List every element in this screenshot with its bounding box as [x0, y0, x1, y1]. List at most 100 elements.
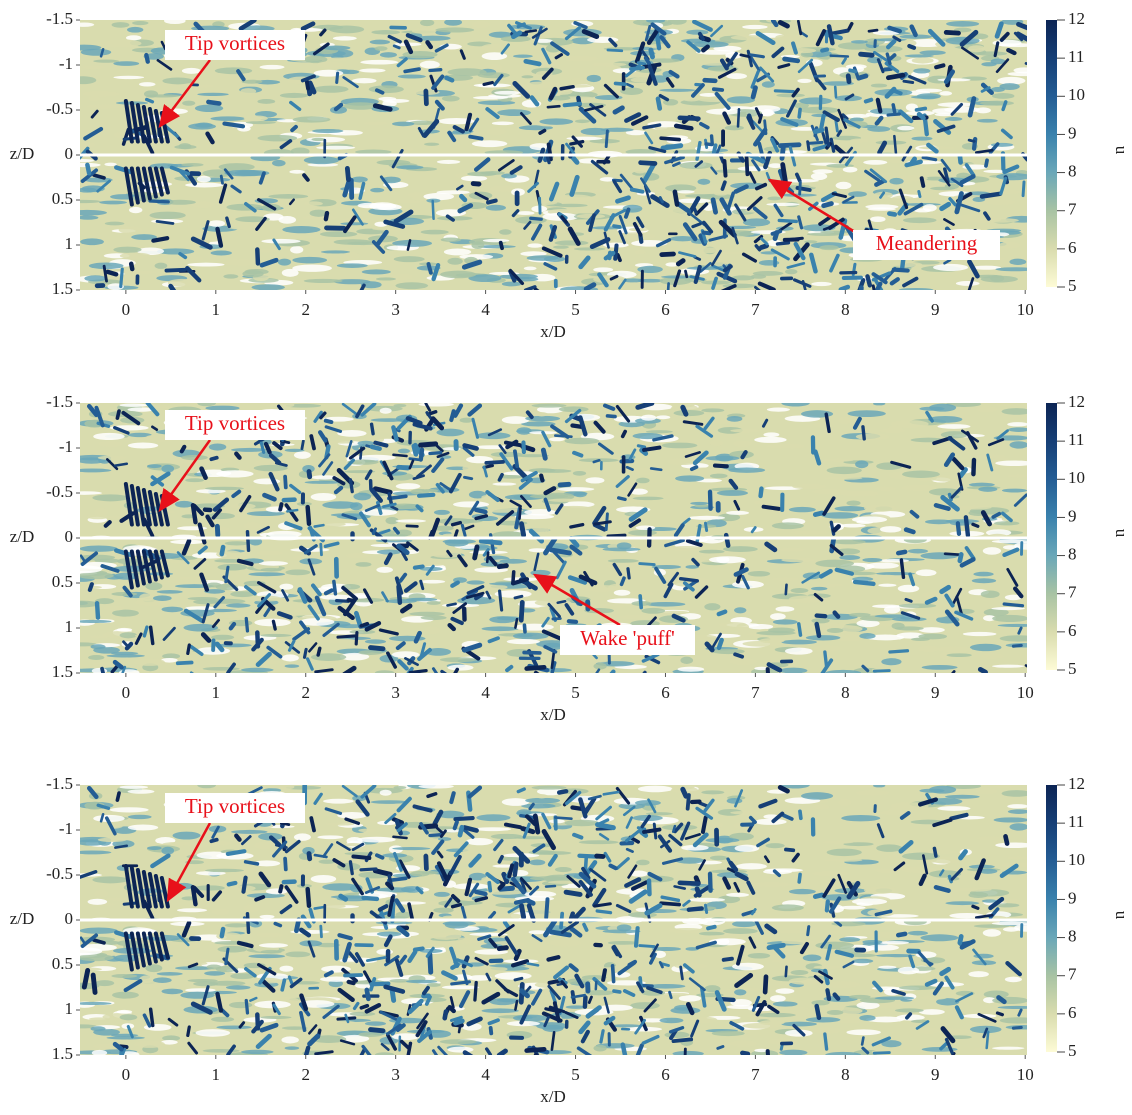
streak [995, 267, 1035, 271]
streak [781, 640, 817, 645]
streak [849, 613, 871, 617]
vortex [102, 669, 105, 680]
streak [785, 269, 797, 274]
streak [409, 612, 445, 616]
vortex [898, 934, 905, 935]
vortex [722, 182, 724, 189]
streak [444, 249, 471, 256]
streak [753, 271, 784, 276]
streak [633, 166, 647, 174]
streak [248, 954, 285, 958]
streak [862, 558, 882, 562]
streak [813, 966, 843, 969]
streak [442, 96, 460, 102]
vortex [356, 633, 357, 644]
streak [208, 220, 225, 227]
streak [225, 541, 249, 545]
streak [524, 509, 556, 515]
streak [304, 201, 323, 205]
vortex [227, 218, 229, 226]
streak [646, 19, 665, 23]
vortex [153, 238, 167, 241]
streak [73, 469, 111, 473]
streak [244, 115, 268, 121]
streak [471, 241, 484, 249]
streak [619, 997, 651, 1002]
streak [893, 100, 920, 103]
vortex [626, 210, 628, 217]
vortex [208, 102, 219, 104]
streak [424, 626, 440, 634]
vortex [389, 494, 391, 505]
vortex [641, 163, 655, 164]
vortex [273, 621, 275, 629]
vortex [697, 889, 699, 895]
vortex [334, 581, 336, 593]
vortex [460, 827, 462, 835]
streak [128, 443, 158, 449]
streak [820, 231, 850, 234]
streak [767, 197, 781, 201]
vortex [222, 929, 223, 936]
vortex [574, 453, 581, 456]
streak [775, 606, 794, 612]
vortex [973, 460, 974, 474]
colorbar-tick-label: 10 [1068, 85, 1085, 104]
vortex [326, 421, 332, 422]
x-tick-label: 4 [481, 300, 490, 319]
streak [113, 76, 144, 79]
streak [806, 635, 841, 640]
streak [181, 942, 201, 950]
streak [529, 860, 545, 866]
vortex [735, 654, 742, 656]
vortex [815, 513, 822, 515]
streak [579, 840, 619, 844]
vortex [515, 596, 522, 598]
vortex [452, 965, 458, 968]
streak [358, 1032, 382, 1037]
streak [183, 461, 221, 464]
streak [441, 238, 462, 242]
streak [554, 204, 587, 207]
streak [181, 455, 208, 460]
streak [316, 61, 343, 68]
vortex [997, 1013, 1002, 1015]
streak [349, 1012, 375, 1016]
streak [246, 121, 276, 124]
streak [876, 140, 907, 144]
vortex [817, 1006, 819, 1018]
vortex [835, 87, 836, 97]
vortex [302, 441, 303, 449]
streak [712, 649, 745, 654]
streak [875, 486, 897, 491]
vortex [901, 560, 903, 577]
colorbar-tick-label: 9 [1068, 888, 1077, 907]
streak [243, 522, 260, 530]
streak [600, 128, 633, 132]
streak [111, 652, 139, 655]
vortex [337, 73, 338, 82]
vortex [661, 903, 679, 904]
streak [775, 988, 794, 994]
streak [866, 944, 899, 950]
streak [349, 630, 375, 634]
streak [555, 240, 589, 245]
vortex [614, 991, 620, 992]
streak [266, 506, 288, 512]
streak [593, 267, 613, 272]
streak [229, 1002, 252, 1008]
vortex [685, 271, 686, 277]
streak [1005, 977, 1022, 983]
x-tick-label: 3 [391, 300, 400, 319]
colorbar-tick-label: 7 [1068, 583, 1077, 602]
vortex [945, 554, 960, 555]
streak [226, 985, 251, 989]
streak [320, 231, 357, 237]
vortex [797, 174, 800, 180]
y-tick-label: -1.5 [46, 392, 73, 411]
vortex [610, 866, 615, 869]
vortex [906, 599, 911, 601]
streak [120, 632, 138, 638]
streak [617, 542, 632, 549]
streak [973, 572, 993, 577]
